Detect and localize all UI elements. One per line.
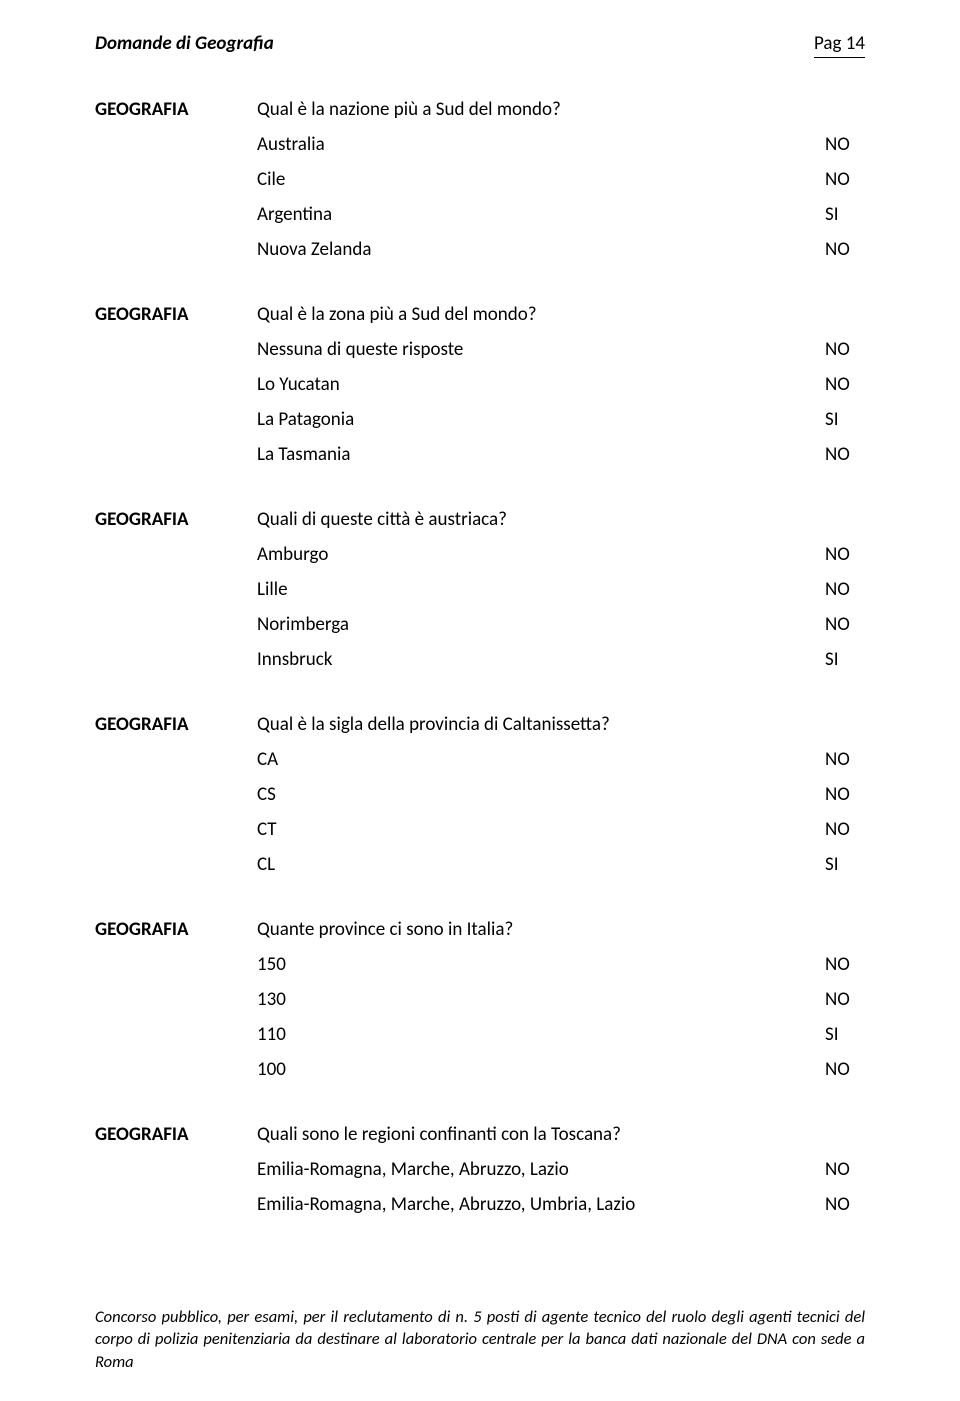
answer-value: NO [825,443,865,466]
answer-row: 100NO [95,1058,865,1081]
answer-value: NO [825,953,865,976]
answer-row: Lo YucatanNO [95,373,865,396]
question-block: GEOGRAFIAQual è la nazione più a Sud del… [95,98,865,261]
page: Domande di Geografia Pag 14 GEOGRAFIAQua… [0,0,960,1401]
answer-row: CileNO [95,168,865,191]
answer-row: 110SI [95,1023,865,1046]
answer-text: La Tasmania [257,443,825,466]
header: Domande di Geografia Pag 14 [95,32,865,58]
question-block: GEOGRAFIAQual è la zona più a Sud del mo… [95,303,865,466]
question-block: GEOGRAFIAQuante province ci sono in Ital… [95,918,865,1081]
answer-row: AustraliaNO [95,133,865,156]
answer-value: NO [825,1158,865,1181]
answer-text: Lille [257,578,825,601]
answer-text: Amburgo [257,543,825,566]
answer-row: 150NO [95,953,865,976]
answer-value: NO [825,133,865,156]
answer-row: NorimbergaNO [95,613,865,636]
answer-value: SI [825,408,865,431]
category-label: GEOGRAFIA [95,918,257,941]
answer-value: SI [825,203,865,226]
answer-text: Nessuna di queste risposte [257,338,825,361]
answer-row: CTNO [95,818,865,841]
answer-text: Cile [257,168,825,191]
answer-value: NO [825,543,865,566]
answer-value: NO [825,783,865,806]
question-text: Qual è la sigla della provincia di Calta… [257,713,865,736]
question-text: Quali di queste città è austriaca? [257,508,865,531]
answer-text: 110 [257,1023,825,1046]
answer-value: NO [825,373,865,396]
category-label: GEOGRAFIA [95,713,257,736]
answer-value: SI [825,648,865,671]
answer-text: CL [257,853,825,876]
question-row: GEOGRAFIAQual è la zona più a Sud del mo… [95,303,865,326]
answer-text: Norimberga [257,613,825,636]
answer-value: NO [825,338,865,361]
answer-text: 100 [257,1058,825,1081]
answer-text: Nuova Zelanda [257,238,825,261]
question-block: GEOGRAFIAQuali sono le regioni confinant… [95,1123,865,1216]
answer-row: La PatagoniaSI [95,408,865,431]
question-text: Qual è la nazione più a Sud del mondo? [257,98,865,121]
answer-row: Emilia-Romagna, Marche, Abruzzo, Umbria,… [95,1193,865,1216]
answer-value: NO [825,748,865,771]
answer-text: Emilia-Romagna, Marche, Abruzzo, Umbria,… [257,1193,825,1216]
answer-value: SI [825,1023,865,1046]
category-label: GEOGRAFIA [95,1123,257,1146]
answer-value: SI [825,853,865,876]
answer-row: CSNO [95,783,865,806]
answer-row: Emilia-Romagna, Marche, Abruzzo, LazioNO [95,1158,865,1181]
answer-row: CLSI [95,853,865,876]
answer-value: NO [825,168,865,191]
page-number: Pag 14 [814,32,865,58]
answer-text: Innsbruck [257,648,825,671]
answer-value: NO [825,1058,865,1081]
question-row: GEOGRAFIAQuali di queste città è austria… [95,508,865,531]
question-text: Qual è la zona più a Sud del mondo? [257,303,865,326]
answer-text: Argentina [257,203,825,226]
answer-row: 130NO [95,988,865,1011]
answer-value: NO [825,238,865,261]
answer-value: NO [825,613,865,636]
footer-text: Concorso pubblico, per esami, per il rec… [95,1306,865,1373]
category-label: GEOGRAFIA [95,303,257,326]
answer-text: CT [257,818,825,841]
answer-text: 150 [257,953,825,976]
answer-text: Lo Yucatan [257,373,825,396]
answer-row: LilleNO [95,578,865,601]
answer-value: NO [825,578,865,601]
answer-text: CA [257,748,825,771]
question-row: GEOGRAFIAQuante province ci sono in Ital… [95,918,865,941]
answer-text: 130 [257,988,825,1011]
question-block: GEOGRAFIAQuali di queste città è austria… [95,508,865,671]
question-row: GEOGRAFIAQuali sono le regioni confinant… [95,1123,865,1146]
category-label: GEOGRAFIA [95,508,257,531]
document-title: Domande di Geografia [95,32,274,55]
answer-value: NO [825,988,865,1011]
answer-value: NO [825,1193,865,1216]
answer-row: AmburgoNO [95,543,865,566]
question-row: GEOGRAFIAQual è la sigla della provincia… [95,713,865,736]
question-text: Quali sono le regioni confinanti con la … [257,1123,865,1146]
answer-row: Nessuna di queste risposteNO [95,338,865,361]
category-label: GEOGRAFIA [95,98,257,121]
answer-text: Australia [257,133,825,156]
answer-row: InnsbruckSI [95,648,865,671]
question-block: GEOGRAFIAQual è la sigla della provincia… [95,713,865,876]
answer-text: Emilia-Romagna, Marche, Abruzzo, Lazio [257,1158,825,1181]
questions-container: GEOGRAFIAQual è la nazione più a Sud del… [95,98,865,1216]
answer-row: La TasmaniaNO [95,443,865,466]
question-row: GEOGRAFIAQual è la nazione più a Sud del… [95,98,865,121]
answer-text: CS [257,783,825,806]
answer-row: CANO [95,748,865,771]
question-text: Quante province ci sono in Italia? [257,918,865,941]
answer-text: La Patagonia [257,408,825,431]
answer-row: Nuova ZelandaNO [95,238,865,261]
answer-value: NO [825,818,865,841]
answer-row: ArgentinaSI [95,203,865,226]
